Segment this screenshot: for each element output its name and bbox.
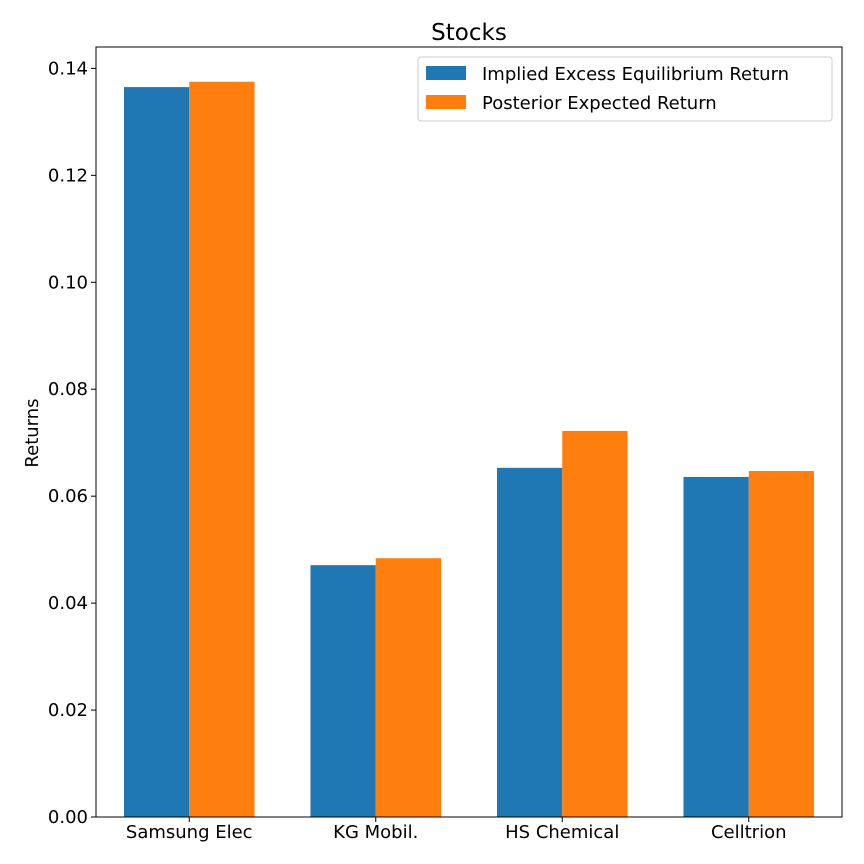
legend-swatch-posterior (426, 95, 466, 109)
y-tick-label: 0.10 (48, 272, 88, 293)
bar-posterior-1 (375, 558, 442, 817)
plot-frame (95, 46, 843, 818)
legend-swatch-implied (426, 66, 466, 80)
y-tick-label: 0.02 (48, 700, 88, 721)
bar-implied-1 (310, 565, 376, 817)
y-tick-label: 0.06 (48, 486, 88, 507)
legend: Implied Excess Equilibrium Return Poster… (417, 56, 833, 122)
x-axis: Samsung Elec KG Mobil. HS Chemical Celltrio… (126, 817, 787, 843)
y-tick-label: 0.08 (48, 379, 88, 400)
x-tick-label: Celltrion (711, 822, 787, 843)
bar-posterior-3 (748, 471, 815, 817)
y-tick-label: 0.00 (48, 807, 88, 828)
x-tick-label: KG Mobil. (333, 822, 418, 843)
bar-posterior-0 (189, 81, 255, 817)
legend-label-posterior: Posterior Expected Return (482, 93, 717, 114)
bar-implied-0 (123, 87, 190, 818)
bar-implied-3 (683, 476, 749, 817)
bar-posterior-2 (562, 430, 628, 817)
y-tick-label: 0.12 (48, 165, 88, 186)
x-tick-label: HS Chemical (505, 822, 619, 843)
bar-implied-2 (496, 467, 563, 817)
x-tick-label: Samsung Elec (126, 822, 253, 843)
bars-group (123, 81, 815, 818)
chart-title: Stocks (431, 20, 507, 46)
y-tick-label: 0.14 (48, 58, 88, 79)
y-axis-title: Returns (22, 398, 43, 467)
y-tick-label: 0.04 (48, 593, 88, 614)
legend-label-implied: Implied Excess Equilibrium Return (482, 64, 789, 85)
legend-box (417, 56, 833, 122)
y-axis: 0.00 0.02 0.04 0.06 0.08 0.10 0.12 0.14 (48, 58, 96, 828)
